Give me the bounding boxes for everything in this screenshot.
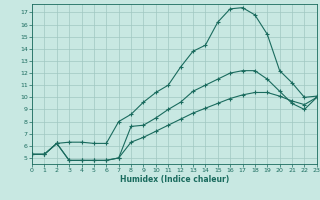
X-axis label: Humidex (Indice chaleur): Humidex (Indice chaleur) — [120, 175, 229, 184]
